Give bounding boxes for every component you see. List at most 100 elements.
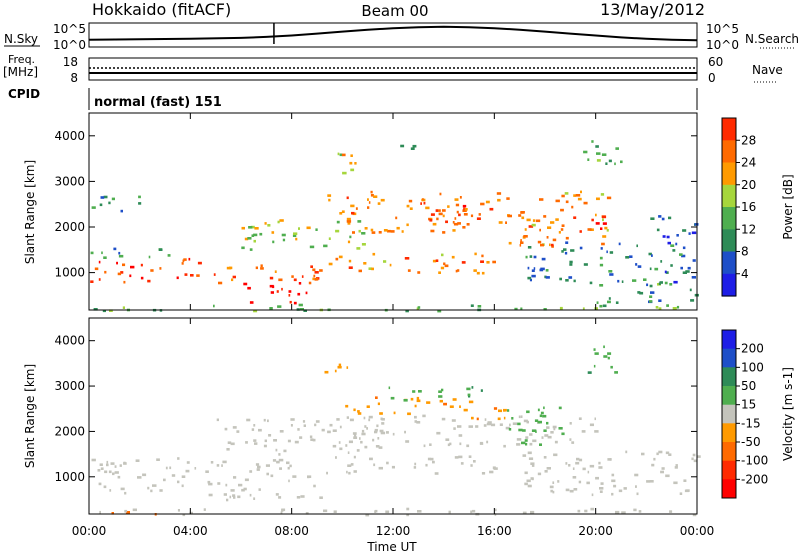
data-cell	[596, 152, 601, 155]
data-cell	[601, 153, 607, 156]
data-cell	[696, 455, 701, 458]
cpid-label: CPID	[8, 87, 40, 101]
data-cell	[430, 457, 434, 461]
data-cell	[275, 448, 278, 452]
data-cell	[103, 256, 107, 259]
data-cell	[222, 460, 227, 464]
data-cell	[656, 452, 659, 456]
data-cell	[365, 513, 370, 517]
colorbar-tick-label: 16	[741, 200, 756, 214]
data-cell	[271, 231, 275, 234]
data-cell	[354, 162, 357, 165]
data-cell	[305, 291, 308, 295]
data-cell	[288, 479, 290, 483]
data-cell	[441, 388, 444, 392]
data-cell	[525, 442, 528, 446]
data-cell	[636, 492, 639, 496]
colorbar-swatch	[722, 479, 736, 499]
nsky-panel: N.Sky 10^5 10^0 10^5 10^0 N.Search	[4, 22, 799, 52]
data-cell	[245, 441, 248, 444]
data-cell	[267, 419, 269, 423]
data-cell	[594, 417, 596, 421]
data-cell	[615, 510, 620, 514]
data-cell	[251, 234, 255, 237]
data-cell	[665, 271, 669, 274]
colorbar-tick-label: 20	[741, 178, 756, 192]
data-cell	[371, 231, 376, 234]
data-cell	[432, 259, 437, 263]
data-cell	[380, 431, 386, 435]
data-cell	[354, 434, 357, 437]
data-cell	[346, 217, 351, 221]
data-cell	[114, 471, 119, 474]
data-cell	[466, 444, 470, 448]
data-cell	[608, 270, 613, 273]
data-cell	[587, 470, 590, 474]
data-cell	[530, 462, 535, 465]
data-cell	[607, 300, 611, 304]
data-cell	[114, 465, 117, 468]
data-cell	[674, 466, 678, 469]
data-cell	[565, 462, 568, 465]
data-cell	[255, 266, 258, 270]
data-cell	[244, 237, 249, 241]
data-cell	[135, 459, 140, 462]
data-cell	[221, 464, 223, 467]
data-cell	[247, 286, 251, 290]
data-cell	[480, 389, 483, 392]
data-cell	[393, 411, 396, 415]
data-cell	[467, 393, 471, 397]
data-cell	[326, 471, 328, 475]
data-cell	[614, 371, 618, 374]
data-cell	[264, 222, 267, 225]
data-cell	[546, 467, 551, 470]
data-cell	[629, 255, 633, 258]
data-cell	[520, 241, 524, 244]
y-tick-label: 1000	[54, 470, 85, 484]
y-tick-label: 2000	[54, 424, 85, 438]
data-cell	[230, 489, 235, 492]
data-cell	[522, 511, 527, 515]
data-cell	[339, 425, 342, 429]
data-cell	[637, 291, 641, 294]
data-cell	[93, 308, 98, 311]
data-cell	[181, 262, 184, 265]
data-cell	[335, 229, 340, 233]
data-cell	[364, 227, 368, 230]
data-cell	[339, 153, 343, 157]
data-cell	[525, 436, 529, 439]
data-cell	[664, 281, 668, 285]
data-cell	[416, 396, 420, 400]
data-cell	[294, 440, 299, 444]
data-cell	[452, 398, 457, 401]
data-cell	[682, 246, 686, 250]
data-cell	[430, 213, 435, 216]
data-cell	[118, 251, 121, 255]
data-cell	[672, 307, 677, 310]
data-cell	[328, 198, 331, 202]
data-cell	[564, 251, 568, 255]
data-cell	[279, 467, 282, 470]
data-cell	[692, 259, 696, 262]
data-cell	[454, 217, 457, 220]
data-cell	[297, 428, 300, 431]
data-cell	[553, 427, 556, 431]
data-cell	[436, 217, 439, 221]
y-tick-label: 4000	[54, 334, 85, 348]
colorbar-swatch	[722, 460, 736, 480]
nsky-series-line	[88, 25, 698, 42]
data-cell	[594, 352, 599, 355]
data-cell	[522, 454, 527, 457]
data-cell	[665, 474, 670, 478]
data-cell	[123, 280, 126, 284]
data-cell	[457, 425, 462, 428]
data-cell	[169, 466, 172, 470]
data-cell	[470, 464, 473, 467]
data-cell	[509, 423, 511, 427]
data-cell	[335, 257, 339, 261]
data-cell	[658, 282, 661, 285]
data-cell	[600, 247, 603, 250]
data-cell	[305, 512, 309, 515]
data-cell	[110, 462, 115, 465]
data-cell	[606, 229, 609, 232]
